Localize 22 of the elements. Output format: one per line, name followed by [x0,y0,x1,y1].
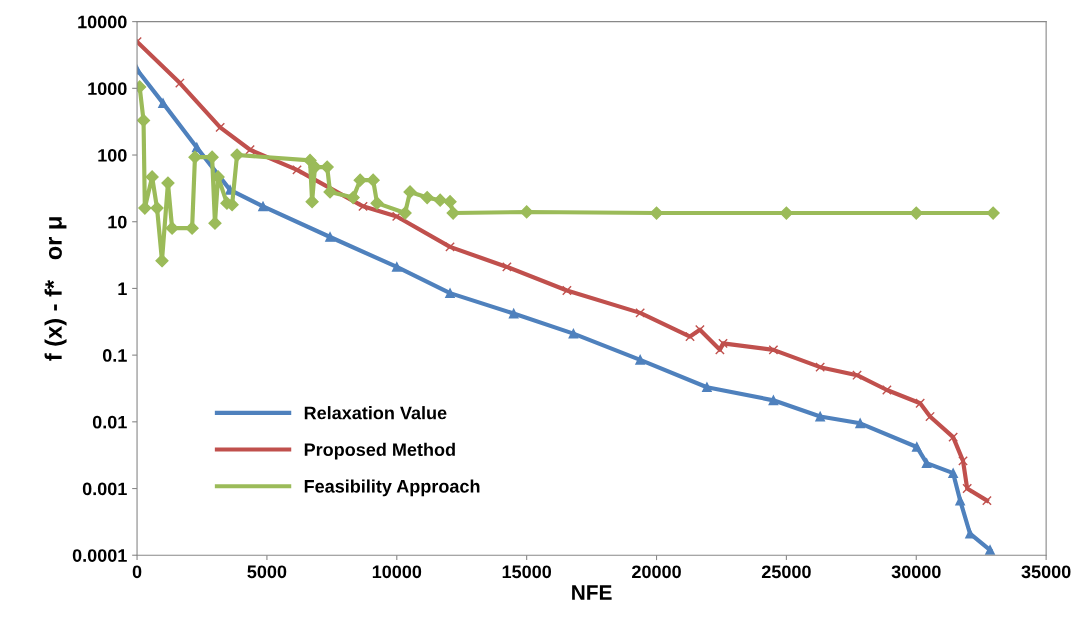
x-tick-label: 25000 [761,565,811,579]
y-tick-label: 100 [98,148,127,162]
x-tick-label: 35000 [1021,565,1071,579]
y-tick-label: 0.001 [82,482,127,496]
legend-label: Relaxation Value [304,406,447,420]
x-tick-label: 20000 [632,565,681,579]
legend-label: Proposed Method [304,442,455,460]
x-tick-label: 0 [132,565,142,579]
y-tick-label: 10000 [78,15,127,29]
y-tick-label: 1000 [88,82,127,96]
legend-label: Feasibility Approach [304,479,480,497]
x-tick-label: 15000 [502,565,552,579]
x-tick-label: 5000 [247,565,287,579]
x-tick-label: 10000 [372,565,422,579]
y-tick-label: 0.1 [102,349,127,362]
y-axis-title: f (x) - f* or μ [44,217,67,361]
y-tick-label: 10 [108,215,127,229]
x-axis-title: NFE [572,585,612,600]
y-tick-label: 0.0001 [72,549,127,562]
y-tick-label: 1 [118,282,127,295]
y-tick-label: 0.01 [92,415,127,429]
x-tick-label: 30000 [891,565,941,579]
